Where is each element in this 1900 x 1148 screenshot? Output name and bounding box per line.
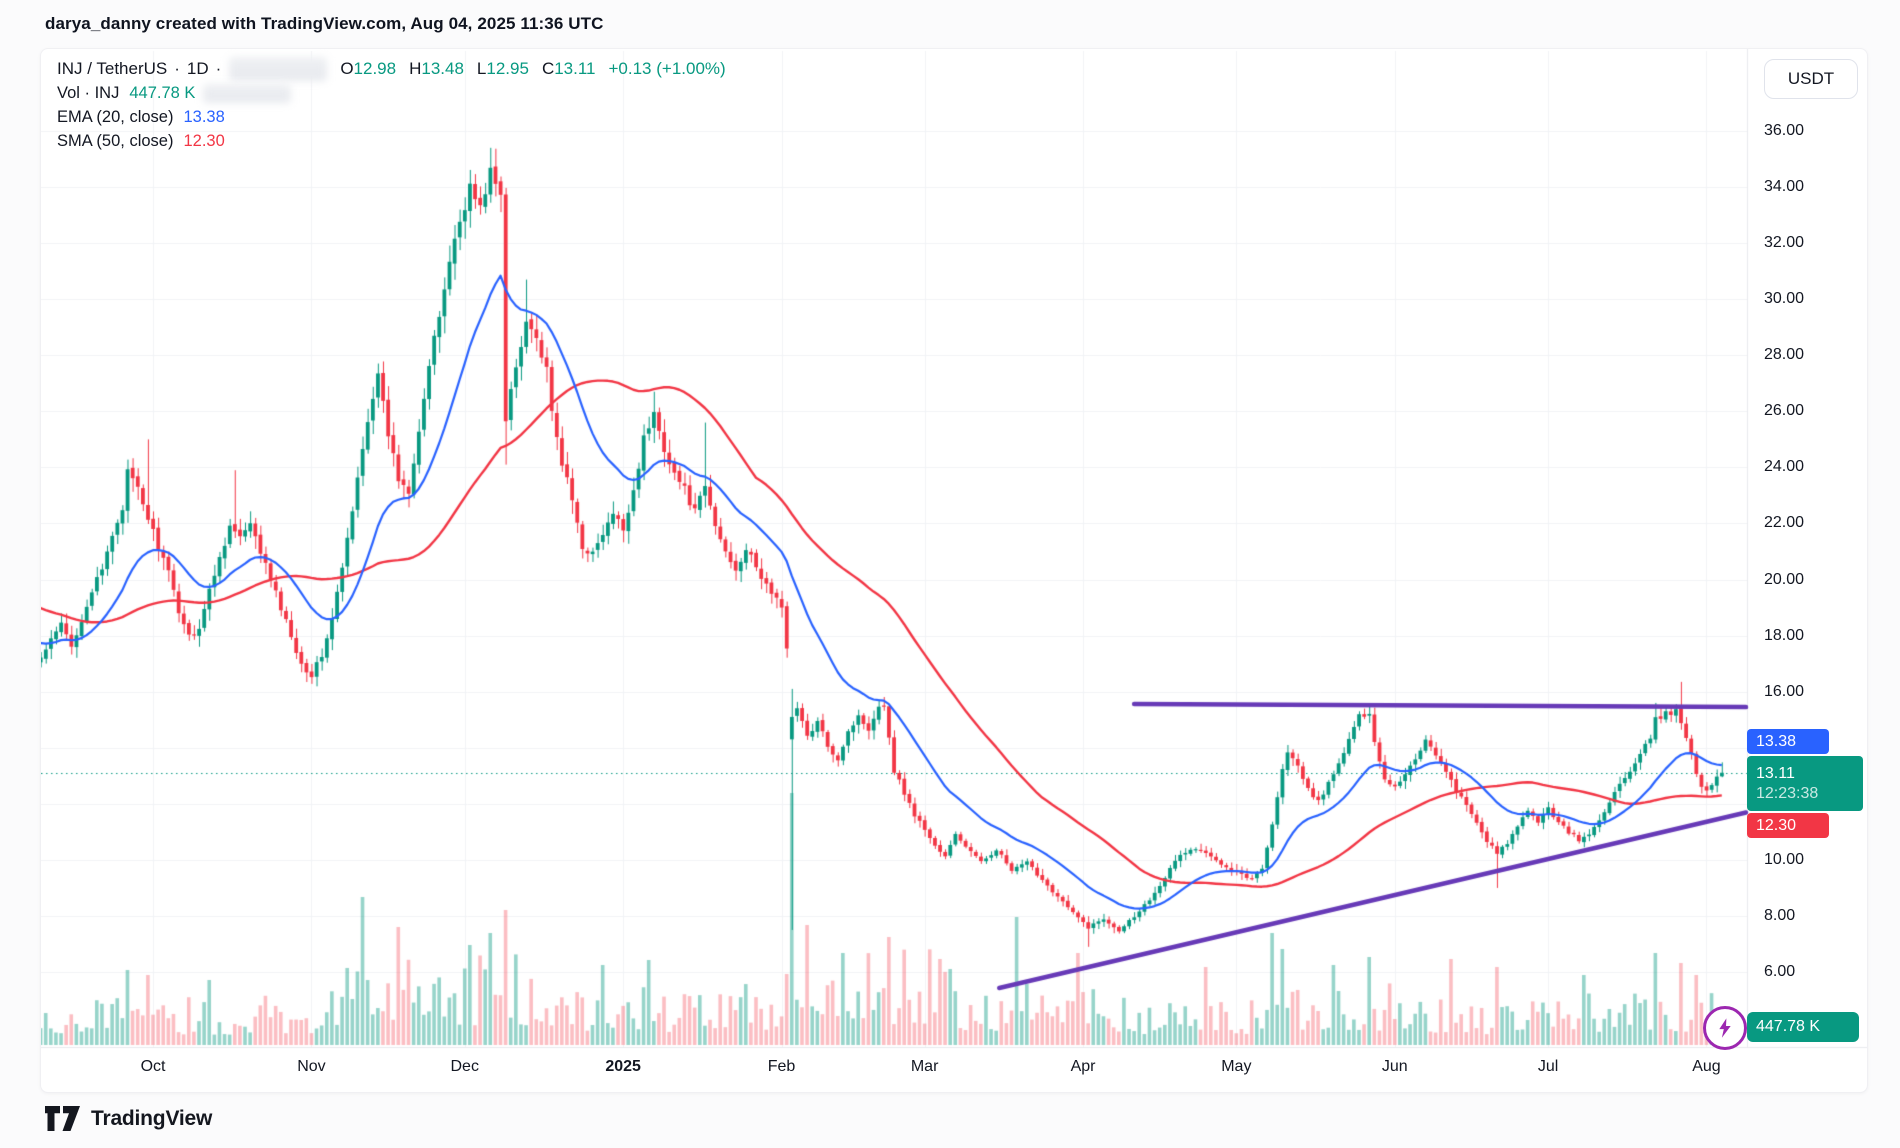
ema-row[interactable]: EMA (20, close) 13.38 [57,105,726,129]
symbol-name: INJ / TetherUS [57,59,168,78]
price-tick-label: 24.00 [1764,458,1805,476]
sma-value: 12.30 [183,131,225,150]
time-tick-label: Feb [767,1058,796,1075]
time-tick-label: Oct [140,1058,166,1075]
hidden-exchange-blur [229,57,328,81]
ohlc-open: O12.98 [340,59,397,78]
ohlc-close: C13.11 [541,59,596,78]
price-tick-label: 8.00 [1764,906,1796,924]
ema-label: EMA (20, close) [57,107,174,126]
time-tick-label: 2025 [605,1058,641,1075]
last-price-value: 13.11 [1756,764,1795,782]
price-tick-label: 16.00 [1764,682,1805,700]
chart-card: INJ / TetherUS · 1D · O12.98 H13.48 L12.… [40,48,1868,1093]
price-tick-label: 36.00 [1764,122,1805,139]
time-tick-label: Nov [297,1058,326,1075]
price-tick-label: 32.00 [1764,234,1805,252]
sma-price-badge: 12.30 [1747,813,1829,838]
bar-countdown: 12:23:38 [1756,784,1819,802]
time-tick-label: May [1221,1058,1252,1075]
brand-name: TradingView [91,1107,213,1130]
price-tick-label: 22.00 [1764,514,1805,532]
instant-order-button[interactable] [1703,1006,1747,1050]
time-tick-label: Mar [910,1058,939,1075]
chart-legend: INJ / TetherUS · 1D · O12.98 H13.48 L12.… [57,57,726,153]
price-tick-label: 6.00 [1764,963,1796,981]
time-tick-label: Jun [1381,1058,1408,1075]
time-tick-label: Dec [450,1058,479,1075]
currency-toggle-usdt[interactable]: USDT [1764,59,1858,99]
time-tick-label: Jul [1537,1058,1559,1075]
price-tick-label: 10.00 [1764,850,1805,868]
volume-row[interactable]: Vol · INJ 447.78 K [57,81,726,105]
sma-row[interactable]: SMA (50, close) 12.30 [57,129,726,153]
ema-value: 13.38 [183,107,225,126]
time-tick-label: Apr [1070,1058,1096,1075]
brand-footer[interactable]: TradingView [45,1106,212,1132]
time-tick-label: Aug [1692,1058,1721,1075]
attribution-text: darya_danny created with TradingView.com… [45,14,604,33]
price-tick-label: 20.00 [1764,570,1805,588]
volume-value: 447.78 K [129,83,196,102]
price-tick-label: 26.00 [1764,402,1805,420]
ohlc-high: H13.48 [409,59,464,78]
price-tick-label: 28.00 [1764,346,1805,364]
volume-label: Vol · INJ [57,83,120,102]
sma-label: SMA (50, close) [57,131,174,150]
volume-badge: 447.78 K [1747,1012,1859,1042]
last-price-badge: 13.11 12:23:38 [1747,756,1863,811]
lightning-icon [1719,1018,1731,1038]
hidden-volume-ma-blur [203,83,292,103]
price-tick-label: 30.00 [1764,290,1805,308]
price-tick-label: 34.00 [1764,178,1805,196]
ema-price-badge: 13.38 [1747,729,1829,754]
ohlc-low: L12.95 [476,59,529,78]
price-tick-label: 18.00 [1764,626,1805,644]
price-chart-canvas[interactable] [41,49,1867,1092]
change-value: +0.13 (+1.00%) [608,59,726,78]
tradingview-logo-icon [45,1106,80,1131]
interval-label[interactable]: 1D [186,59,209,78]
symbol-row[interactable]: INJ / TetherUS · 1D · O12.98 H13.48 L12.… [57,57,726,81]
